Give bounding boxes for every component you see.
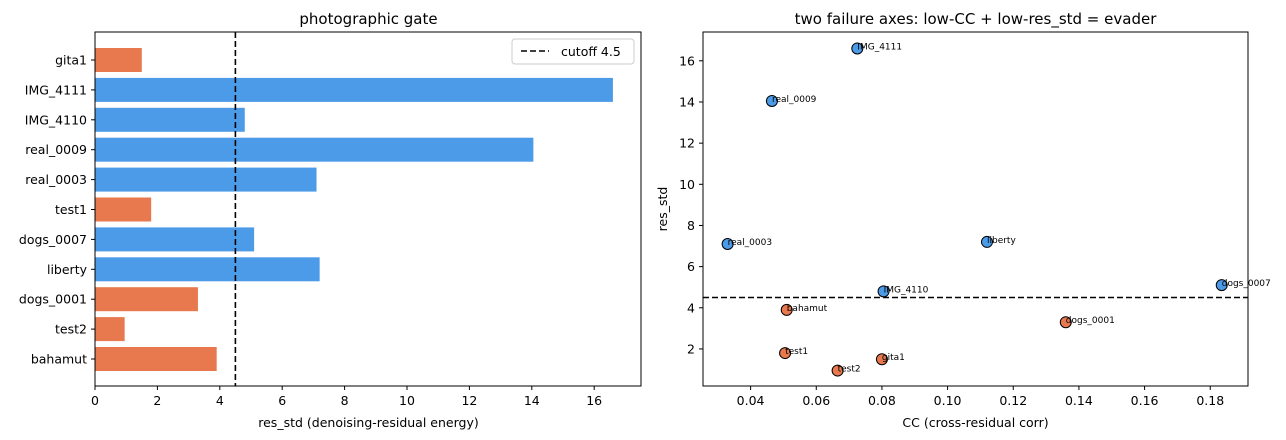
bar-IMG_4110 <box>95 107 245 132</box>
point-label: gita1 <box>882 353 905 363</box>
bar-test1 <box>95 197 152 222</box>
y-tick-label: dogs_0001 <box>19 292 87 307</box>
y-tick-label: 2 <box>687 341 695 356</box>
bar-bahamut <box>95 347 217 371</box>
point-label: IMG_4111 <box>857 42 902 52</box>
y-tick-label: liberty <box>47 262 88 277</box>
scatter-chart-x-axis-label: CC (cross-residual corr) <box>902 415 1048 430</box>
point-test1 <box>779 347 792 360</box>
y-tick-label: test1 <box>55 202 87 217</box>
x-tick-label: 0.08 <box>868 393 896 408</box>
bar-chart-plot-area: gita1 IMG_4111 IMG_4110 real_0009 real_0003t… <box>19 32 613 408</box>
x-tick-label: 0.18 <box>1196 393 1224 408</box>
y-tick-label: gita1 <box>55 53 87 68</box>
point-label: real_0009 <box>772 95 817 105</box>
bar-test2 <box>95 317 125 342</box>
point-real_0009 <box>765 94 778 107</box>
x-tick-label: 8 <box>341 393 349 408</box>
y-tick-label: 16 <box>679 53 695 68</box>
bar-dogs_0007 <box>95 227 255 252</box>
x-tick-label: 10 <box>399 393 415 408</box>
x-tick-label: 0.14 <box>1065 393 1093 408</box>
legend-box <box>511 38 635 65</box>
y-tick-label: IMG_4110 <box>25 112 87 127</box>
bar-gita1 <box>95 48 142 72</box>
y-tick-label: 6 <box>687 259 695 274</box>
x-tick-label: 0.10 <box>934 393 962 408</box>
x-tick-label: 6 <box>278 393 286 408</box>
y-tick-label: 4 <box>687 300 695 315</box>
point-test2 <box>831 364 844 377</box>
x-tick-label: 14 <box>524 393 540 408</box>
y-tick-label: real_0003 <box>25 172 87 187</box>
bar-chart-legend: cutoff 4.5 <box>511 38 635 65</box>
y-tick-label: IMG_4111 <box>25 82 87 97</box>
point-gita1 <box>875 353 888 366</box>
bar-chart-panel: photographic gate gita1 IMG_4111 IMG_4110r… <box>19 10 642 430</box>
point-label: bahamut <box>787 304 828 314</box>
bar-liberty <box>95 257 320 282</box>
point-label: dogs_0001 <box>1066 316 1115 326</box>
y-tick-label: 8 <box>687 218 695 233</box>
scatter-chart-panel: two failure axes: low-CC + low-res_std =… <box>655 10 1271 430</box>
x-tick-label: 4 <box>216 393 224 408</box>
point-label: test2 <box>838 365 861 375</box>
bar-chart-title: photographic gate <box>299 10 437 28</box>
bar-IMG_4111 <box>95 77 613 102</box>
point-dogs_0007 <box>1215 279 1228 292</box>
y-tick-label: 14 <box>679 94 695 109</box>
bar-real_0003 <box>95 167 317 192</box>
point-label: IMG_4110 <box>884 285 929 295</box>
scatter-chart-frame <box>702 31 1249 387</box>
y-tick-label: bahamut <box>31 352 87 367</box>
point-bahamut <box>780 303 793 316</box>
x-tick-label: 0.04 <box>737 393 765 408</box>
point-label: real_0003 <box>728 238 772 248</box>
x-tick-label: 2 <box>153 393 161 408</box>
bar-chart-x-axis-label: res_std (denoising-residual energy) <box>258 415 478 430</box>
point-label: test1 <box>785 347 808 357</box>
point-IMG_4111 <box>851 42 864 55</box>
bar-dogs_0001 <box>95 287 198 312</box>
x-tick-label: 0 <box>91 393 99 408</box>
y-tick-label: 10 <box>679 177 695 192</box>
y-tick-label: test2 <box>55 322 87 337</box>
x-tick-label: 0.12 <box>999 393 1027 408</box>
point-dogs_0001 <box>1059 316 1072 329</box>
y-tick-label: dogs_0007 <box>19 232 87 247</box>
scatter-chart-title: two failure axes: low-CC + low-res_std =… <box>795 10 1158 29</box>
legend-cutoff-label: cutoff 4.5 <box>561 44 621 59</box>
y-tick-label: real_0009 <box>25 142 87 157</box>
bar-real_0009 <box>95 137 534 162</box>
x-tick-label: 0.06 <box>802 393 830 408</box>
x-tick-label: 16 <box>586 393 602 408</box>
point-real_0003 <box>721 237 734 250</box>
point-liberty <box>980 235 993 248</box>
scatter-chart-y-axis-label: res_std <box>655 187 670 232</box>
point-IMG_4110 <box>877 285 890 298</box>
y-tick-label: 12 <box>679 136 695 151</box>
scatter-chart-plot-area: 0.04 0.06 0.08 0.10 0.12 0.14 0.16 0.18 2 4 6 8 10 12… <box>679 42 1271 408</box>
x-tick-label: 0.16 <box>1131 393 1159 408</box>
x-tick-label: 12 <box>461 393 477 408</box>
point-label: liberty <box>987 236 1016 246</box>
bar-chart-frame <box>94 31 642 387</box>
point-label: dogs_0007 <box>1222 279 1271 289</box>
